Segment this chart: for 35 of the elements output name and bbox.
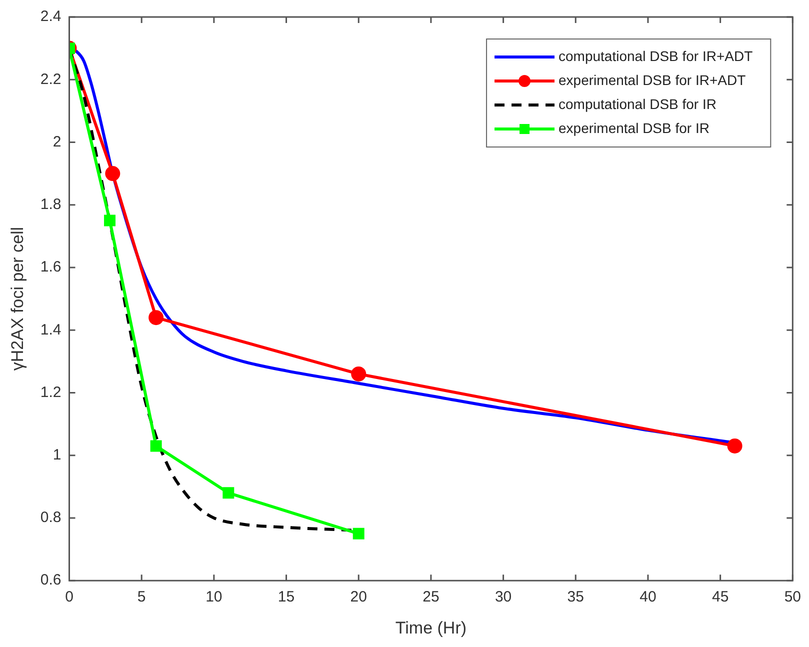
legend-label: experimental DSB for IR+ADT xyxy=(558,72,746,88)
point xyxy=(351,366,366,382)
legend-label: computational DSB for IR+ADT xyxy=(558,48,754,64)
y-tick-label: 1.6 xyxy=(40,258,62,276)
y-tick-label: 0.6 xyxy=(40,572,62,589)
point xyxy=(148,310,164,326)
legend-label: experimental DSB for IR xyxy=(558,120,710,136)
y-tick-label: 1 xyxy=(52,446,62,464)
legend-label: computational DSB for IR xyxy=(558,96,716,112)
x-tick-label: 25 xyxy=(422,588,440,606)
point xyxy=(104,214,116,226)
x-tick-label: 20 xyxy=(350,588,367,606)
x-tick-label: 40 xyxy=(640,588,656,606)
x-tick-label: 5 xyxy=(137,588,146,606)
point xyxy=(150,440,162,452)
y-tick-label: 2 xyxy=(52,133,62,150)
y-tick-label: 2.2 xyxy=(40,70,62,88)
y-tick-label: 1.4 xyxy=(40,321,62,338)
x-tick-label: 10 xyxy=(206,588,222,606)
point xyxy=(222,487,234,499)
x-tick-label: 45 xyxy=(712,588,729,606)
x-tick-label: 35 xyxy=(567,588,584,606)
x-tick-label: 15 xyxy=(278,588,295,606)
x-tick-label: 50 xyxy=(784,588,801,606)
y-tick-label: 1.2 xyxy=(40,384,62,401)
y-tick-label: 0.8 xyxy=(40,509,62,526)
x-axis-title: Time (Hr) xyxy=(395,618,467,638)
y-tick-label: 2.4 xyxy=(40,8,62,26)
x-tick-label: 0 xyxy=(65,588,74,606)
y-axis-title: γH2AX foci per cell xyxy=(8,226,27,371)
y-tick-label: 1.8 xyxy=(40,196,62,214)
point xyxy=(105,166,120,182)
point xyxy=(727,438,742,454)
point xyxy=(352,528,364,540)
x-tick-label: 30 xyxy=(494,588,512,606)
